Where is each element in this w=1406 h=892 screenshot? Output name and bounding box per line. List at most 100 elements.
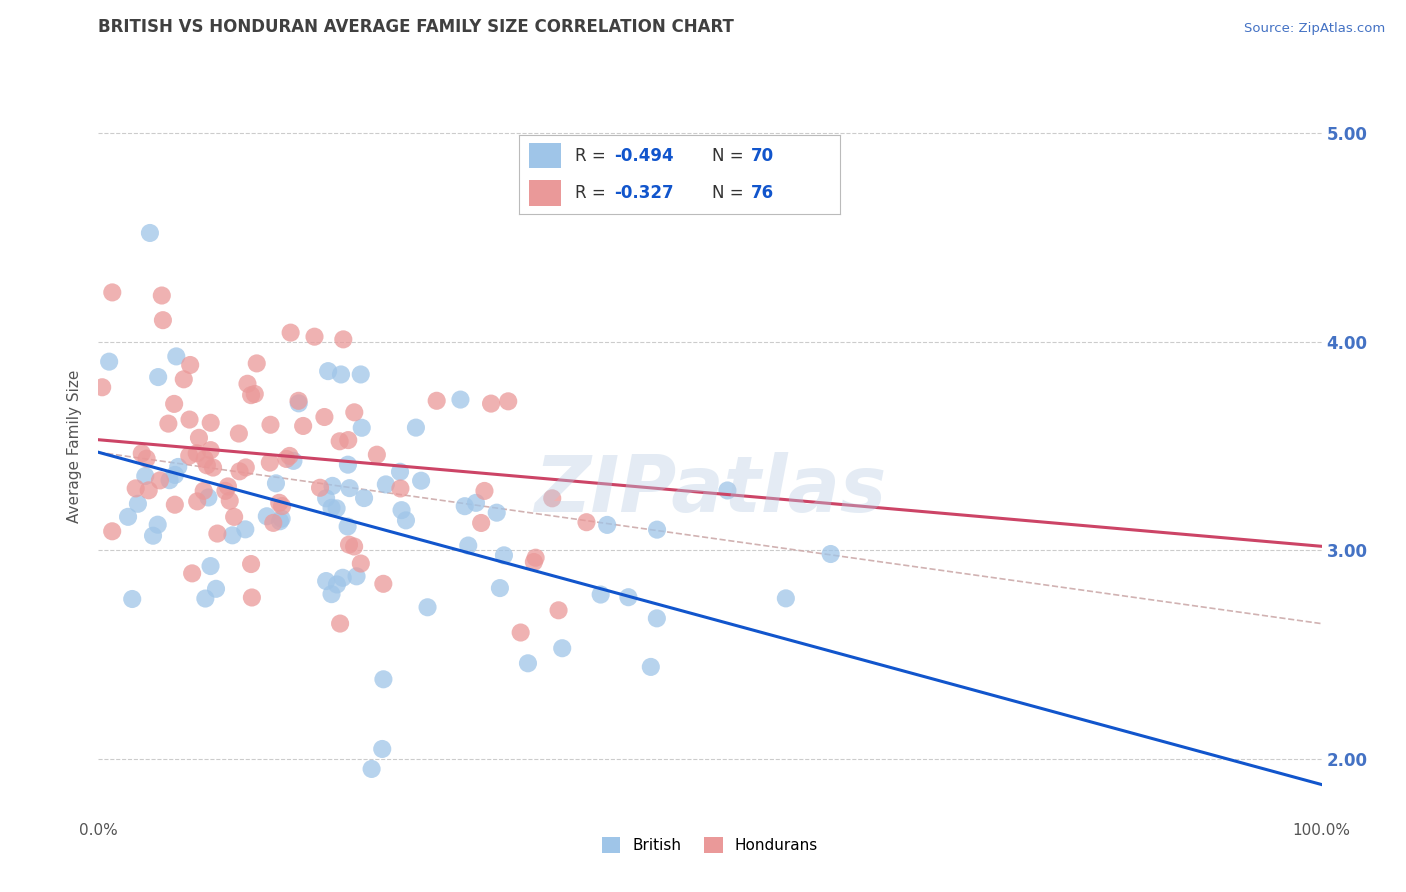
Point [246,356,269,370]
Point [139,226,162,240]
Point [228,426,250,441]
Point [276,452,298,467]
Point [264,476,287,491]
Point [202,460,225,475]
Point [489,581,512,595]
Point [138,483,160,498]
Point [395,513,418,527]
Point [228,464,250,478]
Text: -0.327: -0.327 [614,184,673,202]
Point [131,446,153,460]
Point [343,540,366,554]
Point [337,538,360,552]
Point [496,394,519,409]
Point [283,454,305,468]
Point [509,625,531,640]
Point [645,523,668,537]
Point [135,451,157,466]
Point [240,388,263,402]
Point [309,481,332,495]
Point [517,657,540,671]
Point [470,516,492,530]
Point [218,493,240,508]
Point [98,354,121,368]
Point [389,482,412,496]
Point [221,528,243,542]
Point [280,326,302,340]
Point [224,509,246,524]
Point [465,496,488,510]
Point [350,368,373,382]
Text: N =: N = [711,184,749,202]
Point [373,673,395,687]
Point [474,483,496,498]
Point [336,458,359,472]
Point [315,574,337,588]
Point [181,566,204,581]
Text: N =: N = [711,147,749,165]
Point [146,517,169,532]
Point [287,396,309,410]
Text: ZIPatlas: ZIPatlas [534,452,886,528]
Point [195,458,218,473]
Text: -0.494: -0.494 [614,147,673,165]
Point [152,313,174,327]
Point [339,481,361,495]
Point [405,420,427,434]
FancyBboxPatch shape [529,180,561,205]
Point [146,370,169,384]
Point [485,506,508,520]
Point [389,465,412,479]
Point [315,491,337,506]
Point [167,459,190,474]
Point [194,452,217,467]
Point [716,483,738,498]
Point [101,285,124,300]
Point [346,569,368,583]
Point [479,396,502,410]
Point [193,483,215,498]
Point [371,742,394,756]
Point [343,405,366,419]
Point [416,600,439,615]
Point [91,380,114,394]
Point [332,332,354,346]
Point [391,503,413,517]
Point [214,483,236,498]
Point [163,498,186,512]
Point [149,474,172,488]
Point [256,509,278,524]
Text: R =: R = [575,147,612,165]
Point [179,412,201,426]
Point [411,474,433,488]
Y-axis label: Average Family Size: Average Family Size [67,369,83,523]
Point [207,526,229,541]
Point [426,393,449,408]
Point [235,460,257,475]
Point [547,603,569,617]
Point [165,350,187,364]
Point [373,577,395,591]
Point [163,467,186,482]
Point [205,582,228,596]
Text: 76: 76 [751,184,773,202]
Point [321,479,343,493]
Point [575,515,598,529]
Point [374,477,396,491]
Point [240,591,263,605]
Point [336,519,359,533]
Point [269,514,291,528]
Point [617,591,640,605]
Text: Source: ZipAtlas.com: Source: ZipAtlas.com [1244,22,1385,36]
Point [117,509,139,524]
Point [194,591,217,606]
Text: BRITISH VS HONDURAN AVERAGE FAMILY SIZE CORRELATION CHART: BRITISH VS HONDURAN AVERAGE FAMILY SIZE … [98,19,734,37]
Point [321,500,343,515]
Point [645,611,668,625]
Point [316,364,339,378]
Point [332,571,354,585]
Point [454,499,477,513]
FancyBboxPatch shape [529,144,561,169]
Point [523,555,546,569]
Point [775,591,797,606]
